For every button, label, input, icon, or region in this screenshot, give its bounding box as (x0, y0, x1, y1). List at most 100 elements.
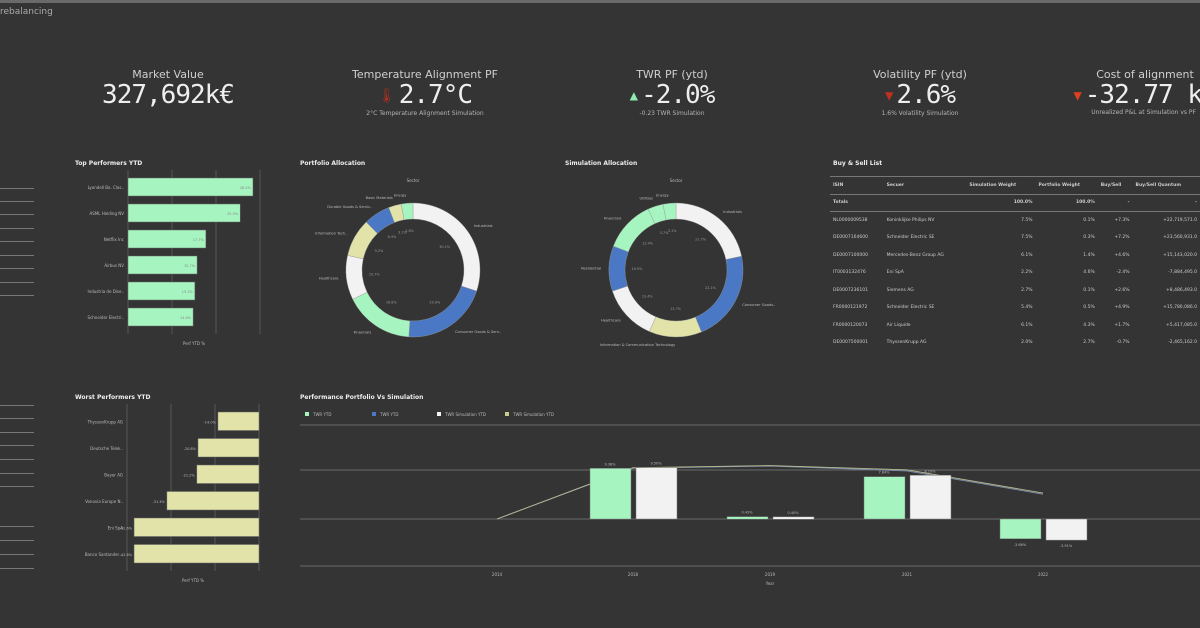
kpi-value: 327,692k€ (102, 80, 235, 110)
x-tick-label: 2022 (1038, 572, 1049, 577)
table-cell: Schneider Electric SE (886, 305, 935, 311)
pie-slice (401, 202, 414, 221)
window-top-border (0, 0, 1200, 3)
bar (127, 255, 198, 275)
data-label: -42.6% (120, 553, 133, 557)
col-quantum[interactable]: Buy/Sell Quantum (1132, 176, 1200, 195)
filter-line[interactable] (0, 241, 34, 242)
bar (127, 203, 241, 223)
table-row[interactable]: IT0003132476 Eni SpA 2.2% 4.6% -2.4% -7,884,4… (830, 264, 1200, 282)
table-cell: DE0007100000 (833, 252, 868, 258)
worst-performers-title: Worst Performers YTD (75, 394, 151, 401)
data-label: 9.50% (650, 462, 662, 466)
table-row[interactable]: FR0000121972 Schneider Electric SE 5.4% 0.5… (830, 299, 1200, 317)
x-tick-label: 2019 (765, 572, 776, 577)
category-label: Schneider Electri.. (88, 315, 124, 320)
table-header-row: ISIN Secuer Simulation Weight Portfolio … (830, 176, 1200, 195)
table-cell: +8,486,493.0 (1166, 287, 1197, 293)
kpi-temperature: Temperature Alignment PF 🌡 2.7°C 2°C Temp… (305, 68, 545, 117)
table-cell: 100.0% (1035, 194, 1098, 212)
slice-value: 9.2% (375, 249, 384, 253)
filter-line[interactable] (0, 418, 34, 419)
table-cell: 0.1% (1083, 287, 1095, 293)
portfolio-allocation-title: Portfolio Allocation (300, 160, 366, 167)
filter-line[interactable] (0, 201, 34, 202)
slice-label: Industrials (474, 224, 493, 228)
x-tick-label: 2018 (628, 572, 639, 577)
bar (726, 516, 769, 520)
filter-line[interactable] (0, 568, 34, 569)
slice-value: 21.7% (695, 238, 707, 242)
table-row[interactable]: DE0007236101 Siemens AG 2.7% 0.1% +2.6% +8,48… (830, 282, 1200, 300)
filter-line[interactable] (0, 445, 34, 446)
triangle-up-icon: ▲ (629, 87, 639, 104)
data-label: -21.2% (182, 473, 195, 477)
col-pf-weight[interactable]: Portfolio Weight (1035, 176, 1098, 195)
category-label: Netflix Inc (104, 237, 124, 242)
table-cell: Air Liquide (886, 322, 911, 328)
col-sim-weight[interactable]: Simulation Weight (966, 176, 1036, 195)
table-cell: DE0007164600 (833, 235, 868, 241)
pie-slice (695, 255, 744, 333)
table-cell: 2.0% (1021, 340, 1033, 346)
legend-label: TWR YTD (312, 412, 331, 417)
slice-value: 22.1% (705, 286, 717, 290)
filter-line[interactable] (0, 268, 34, 269)
filter-line[interactable] (0, 554, 34, 555)
filter-line[interactable] (0, 188, 34, 189)
bar (589, 468, 632, 520)
filter-line[interactable] (0, 459, 34, 460)
filter-line[interactable] (0, 214, 34, 215)
bar (635, 467, 678, 520)
slice-label: Energy (656, 193, 669, 197)
filter-line[interactable] (0, 405, 34, 406)
filter-line[interactable] (0, 295, 34, 296)
filter-line[interactable] (0, 486, 34, 487)
col-secuer[interactable]: Secuer (883, 176, 967, 195)
table-cell: +22,719,571.0 (1163, 218, 1197, 223)
filter-line[interactable] (0, 432, 34, 433)
table-cell: DE0007236101 (833, 287, 868, 293)
filter-line[interactable] (0, 526, 34, 527)
legend-title: Sector (670, 178, 683, 183)
slice-label: Consumer Goods & Serv.. (455, 330, 501, 334)
filter-line[interactable] (0, 255, 34, 256)
table-cell: 100.0% (966, 194, 1036, 212)
table-row[interactable]: DE0007100000 Mercedes-Benz Group AG 6.1% 1.… (830, 247, 1200, 265)
table-row[interactable]: FR0000120073 Air Liquide 6.1% 4.3% +1.7% +5,4… (830, 317, 1200, 335)
table-row[interactable]: DE0007164600 Schneider Electric SE 7.5% 0.3… (830, 229, 1200, 247)
bar (197, 438, 260, 458)
table-cell: 2.2% (1021, 270, 1033, 276)
filter-line[interactable] (0, 540, 34, 541)
table-cell: 4.3% (1083, 322, 1095, 328)
filter-line[interactable] (0, 473, 34, 474)
col-buysell[interactable]: Buy/Sell (1097, 176, 1133, 195)
table-cell: Siemens AG (886, 287, 914, 293)
table-cell: +1.7% (1114, 322, 1130, 328)
table-row[interactable]: DE0007500001 ThyssenKrupp AG 2.0% 2.7% -0.7%… (830, 334, 1200, 352)
slice-label: Financials (354, 330, 372, 334)
series-line (496, 465, 1044, 520)
category-label: Deutsche Telek.. (90, 446, 123, 451)
table-cell: -2.4% (1116, 270, 1130, 276)
table-cell: 7.5% (1021, 218, 1033, 223)
slice-label: Consumer Goods.. (742, 303, 775, 307)
table-cell: Totals (830, 194, 884, 212)
table-cell: - (1132, 194, 1200, 212)
filter-line[interactable] (0, 282, 34, 283)
table-cell: Koninklijke Philips NV (886, 218, 935, 223)
table-cell: NL0000009538 (833, 218, 868, 223)
category-label: Bayer AG (104, 472, 123, 477)
data-label: -3.91% (1060, 544, 1073, 548)
kpi-title: Cost of alignment (1096, 68, 1194, 81)
totals-row[interactable]: Totals 100.0% 100.0% - - (830, 194, 1200, 212)
kpi-subtitle: Unrealized P&L at Simulation vs PF (1091, 109, 1196, 116)
axis-label: Year (765, 581, 775, 586)
table-cell: -2,465,162.0 (1168, 340, 1197, 346)
filter-line[interactable] (0, 228, 34, 229)
kpi-value: -32.77 k€ (1084, 80, 1200, 110)
table-row[interactable]: NL0000009538 Koninklijke Philips NV 7.5% 0.… (830, 212, 1200, 230)
table-cell: +23,560,931.0 (1163, 235, 1197, 241)
col-isin[interactable]: ISIN (830, 176, 884, 195)
table-cell: ThyssenKrupp AG (886, 340, 927, 346)
